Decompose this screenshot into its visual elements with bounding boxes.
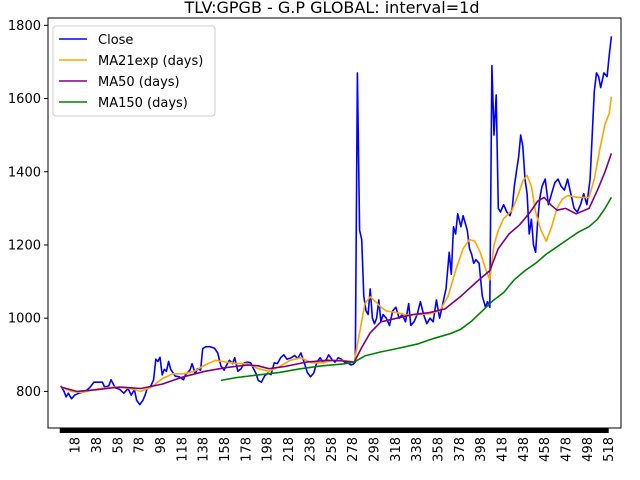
x-tick-label: 38 [90, 437, 105, 454]
series-line-1 [60, 96, 613, 394]
y-tick-label: 1800 [8, 19, 41, 34]
legend-label: MA21exp (days) [98, 54, 203, 69]
chart-title: TLV:GPGB - G.P GLOBAL: interval=1d [184, 0, 480, 17]
legend-label: Close [98, 33, 133, 48]
y-axis: 800 1000 1200 1400 1600 1800 [8, 19, 48, 400]
x-tick-label: 478 [560, 437, 575, 462]
series-line-2 [60, 153, 613, 393]
legend-box [52, 25, 216, 117]
legend-label: MA50 (days) [98, 75, 180, 90]
x-tick-label: 318 [389, 437, 404, 462]
x-tick-label: 218 [282, 437, 297, 462]
x-tick-label: 18 [69, 437, 84, 454]
x-tick-label: 238 [303, 437, 318, 462]
x-tick-label: 378 [453, 437, 468, 462]
x-tick-label: 78 [133, 437, 148, 454]
x-tick-label: 278 [346, 437, 361, 462]
x-tick-label: 398 [474, 437, 489, 462]
x-tick-label: 418 [495, 437, 510, 462]
legend-label: MA150 (days) [98, 96, 188, 111]
x-tick-label: 338 [410, 437, 425, 462]
series-layer [60, 36, 613, 406]
x-tick-label: 58 [111, 437, 126, 454]
y-tick-label: 1400 [8, 165, 41, 180]
x-tick-label: 138 [197, 437, 212, 462]
x-tick-label: 458 [538, 437, 553, 462]
x-tick-label: 158 [218, 437, 233, 462]
x-tick-label: 178 [239, 437, 254, 462]
x-tick-label: 118 [175, 437, 190, 462]
x-tick-label: 258 [325, 437, 340, 462]
x-tick-label: 298 [367, 437, 382, 462]
y-tick-label: 800 [16, 385, 41, 400]
x-tick-label: 518 [602, 437, 617, 462]
x-axis: 18 38 58 78 98 118 138 158 178 198 218 238 258 278 298… [59, 428, 617, 462]
series-line-0 [60, 36, 613, 406]
legend: Close MA21exp (days) MA50 (days) MA150 (day… [52, 25, 216, 117]
x-tick-label: 438 [517, 437, 532, 462]
series-line-3 [220, 196, 613, 382]
x-axis-minor-tick-band [59, 428, 609, 433]
y-tick-label: 1000 [8, 312, 41, 327]
y-tick-label: 1200 [8, 238, 41, 253]
x-tick-label: 198 [261, 437, 276, 462]
x-tick-label: 98 [154, 437, 169, 454]
x-tick-label: 358 [431, 437, 446, 462]
x-tick-label: 498 [581, 437, 596, 462]
y-tick-label: 1600 [8, 92, 41, 107]
